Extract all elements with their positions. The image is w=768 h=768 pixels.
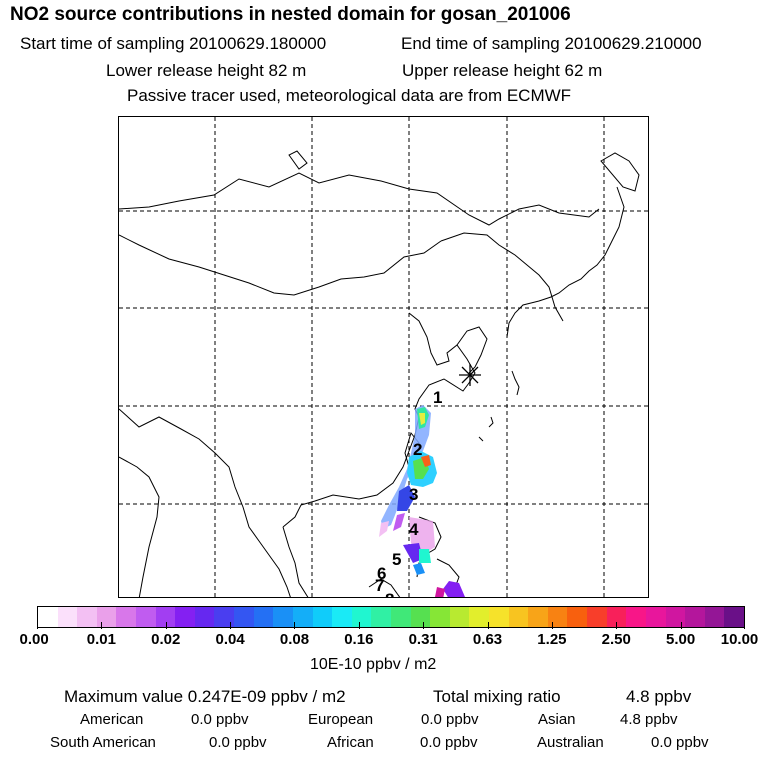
colorbar-tick-mark xyxy=(358,622,360,629)
colorbar-tick-label: 1.25 xyxy=(537,631,567,648)
region-asian-value: 4.8 ppbv xyxy=(620,711,678,728)
source-marker-8: 8 xyxy=(385,590,394,598)
total-mixing-value: 4.8 ppbv xyxy=(626,687,692,706)
source-marker-2: 2 xyxy=(413,440,422,459)
region-south-american-name: South American xyxy=(50,734,156,751)
colorbar-tick-mark xyxy=(37,622,38,629)
source-marker-4: 4 xyxy=(409,520,419,539)
colorbar-swatch xyxy=(77,607,97,627)
colorbar-unit: 10E-10 ppbv / m2 xyxy=(310,656,437,673)
colorbar-swatch xyxy=(528,607,548,627)
colorbar-swatch xyxy=(332,607,352,627)
plume xyxy=(379,405,465,597)
colorbar-swatch xyxy=(547,607,568,627)
colorbar-swatch xyxy=(38,607,58,627)
colorbar-swatch xyxy=(390,607,411,627)
colorbar-swatch xyxy=(136,607,156,627)
colorbar-tick-mark xyxy=(230,622,232,629)
source-marker-1: 1 xyxy=(433,388,442,407)
colorbar-swatch xyxy=(704,607,725,627)
colorbar-tick-mark xyxy=(101,622,103,629)
colorbar-swatch xyxy=(194,607,215,627)
colorbar-tick-mark xyxy=(616,622,618,629)
colorbar-tick-mark xyxy=(680,622,682,629)
graticule xyxy=(119,117,648,597)
colorbar-swatch xyxy=(567,607,588,627)
coastlines xyxy=(119,150,640,597)
region-african-value: 0.0 ppbv xyxy=(420,734,478,751)
upper-release-height: Upper release height 62 m xyxy=(402,61,603,80)
region-african-name: African xyxy=(327,734,374,751)
colorbar-swatch xyxy=(508,607,529,627)
colorbar-tick-mark xyxy=(744,622,745,629)
region-south-american-value: 0.0 ppbv xyxy=(209,734,267,751)
region-american-name: American xyxy=(80,711,144,728)
region-australian-value: 0.0 ppbv xyxy=(651,734,709,751)
source-marker-7: 7 xyxy=(375,576,384,595)
map-panel: 1 2 3 4 5 6 7 8 xyxy=(118,116,649,598)
colorbar-tick-label: 2.50 xyxy=(601,631,631,648)
colorbar-tick-label: 0.08 xyxy=(279,631,310,648)
colorbar-swatch xyxy=(371,607,391,627)
colorbar-tick-mark xyxy=(551,622,553,629)
colorbar-tick-label: 0.00 xyxy=(19,631,49,648)
colorbar-swatch xyxy=(645,607,666,627)
colorbar-swatch xyxy=(587,607,607,627)
colorbar-tick-label: 0.02 xyxy=(151,631,181,648)
region-european-name: European xyxy=(308,711,374,728)
start-time: Start time of sampling 20100629.180000 xyxy=(20,34,327,53)
colorbar-tick-mark xyxy=(294,622,296,629)
colorbar-swatch xyxy=(155,607,176,627)
lower-release-height: Lower release height 82 m xyxy=(106,61,307,80)
total-mixing-label: Total mixing ratio xyxy=(433,687,561,706)
colorbar-swatch xyxy=(489,607,509,627)
colorbar-swatch xyxy=(312,607,333,627)
colorbar-tick-mark xyxy=(165,622,167,629)
source-marker-6: 6 xyxy=(377,564,386,583)
colorbar-swatch xyxy=(273,607,293,627)
colorbar-tick-label: 0.63 xyxy=(472,631,503,648)
source-marker-3: 3 xyxy=(409,485,418,504)
colorbar xyxy=(37,606,745,628)
colorbar-swatch xyxy=(685,607,705,627)
colorbar-swatch xyxy=(410,607,431,627)
colorbar-swatch xyxy=(724,607,744,627)
maximum-value: Maximum value 0.247E-09 ppbv / m2 xyxy=(64,687,346,706)
figure-title: NO2 source contributions in nested domai… xyxy=(10,4,571,25)
colorbar-tick-mark xyxy=(487,622,489,629)
colorbar-swatch xyxy=(292,607,313,627)
colorbar-swatch xyxy=(469,607,490,627)
colorbar-swatch xyxy=(351,607,372,627)
colorbar-swatch xyxy=(449,607,470,627)
colorbar-tick-mark xyxy=(423,622,425,629)
colorbar-swatch xyxy=(96,607,117,627)
colorbar-tick-label: 10.00 xyxy=(720,631,759,648)
colorbar-swatch xyxy=(665,607,686,627)
colorbar-swatch xyxy=(626,607,646,627)
colorbar-swatch xyxy=(175,607,195,627)
end-time: End time of sampling 20100629.210000 xyxy=(401,34,702,53)
region-asian-name: Asian xyxy=(538,711,576,728)
colorbar-swatch xyxy=(116,607,137,627)
region-australian-name: Australian xyxy=(537,734,604,751)
tracer-note: Passive tracer used, meteorological data… xyxy=(127,86,572,105)
region-american-value: 0.0 ppbv xyxy=(191,711,249,728)
colorbar-tick-label: 0.04 xyxy=(215,631,245,648)
receptor-marker xyxy=(459,364,481,386)
colorbar-swatch xyxy=(214,607,235,627)
colorbar-swatch xyxy=(253,607,274,627)
source-marker-5: 5 xyxy=(392,550,401,569)
colorbar-tick-label: 0.16 xyxy=(344,631,374,648)
colorbar-tick-label: 5.00 xyxy=(666,631,696,648)
map-canvas: 1 2 3 4 5 6 7 8 xyxy=(119,117,648,598)
colorbar-swatch xyxy=(606,607,627,627)
colorbar-swatch xyxy=(234,607,254,627)
region-european-value: 0.0 ppbv xyxy=(421,711,479,728)
colorbar-tick-label: 0.31 xyxy=(408,631,438,648)
colorbar-swatch xyxy=(430,607,450,627)
colorbar-tick-label: 0.01 xyxy=(86,631,116,648)
colorbar-swatch xyxy=(57,607,78,627)
